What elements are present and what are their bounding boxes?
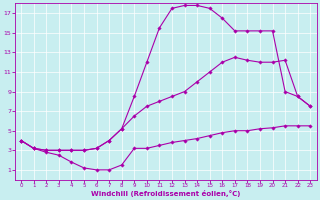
X-axis label: Windchill (Refroidissement éolien,°C): Windchill (Refroidissement éolien,°C) [91,190,240,197]
